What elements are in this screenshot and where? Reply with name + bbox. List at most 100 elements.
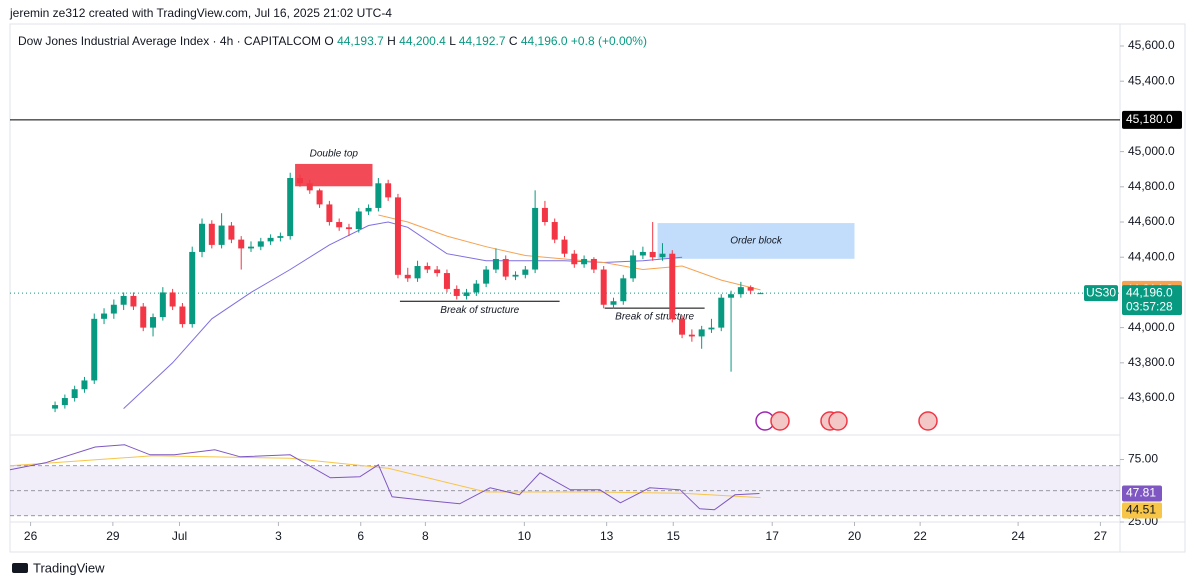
event-icon xyxy=(828,411,848,431)
header: jeremin ze312 created with TradingView.c… xyxy=(9,6,392,20)
candle-body xyxy=(532,207,539,270)
candle-body xyxy=(267,237,274,242)
logo: TradingView xyxy=(12,560,105,575)
zone-label: Order block xyxy=(730,236,783,247)
symbol-bg xyxy=(1084,285,1118,302)
legend-item: L xyxy=(449,34,456,48)
candle-body xyxy=(228,225,235,240)
zone xyxy=(657,223,855,259)
candle-body xyxy=(189,251,196,325)
candle-body xyxy=(365,207,372,212)
x-tick-label: 15 xyxy=(667,529,681,543)
rsi-label-bg xyxy=(1122,485,1162,502)
legend-item: O xyxy=(324,34,333,48)
logo-mark xyxy=(12,563,28,573)
candle-body xyxy=(620,278,627,302)
candle-body xyxy=(483,269,490,284)
candle-body xyxy=(345,227,352,230)
rsi-tick-label: 75.00 xyxy=(1128,452,1158,466)
x-tick-label: 29 xyxy=(106,529,120,543)
rsi-ma-label-bg xyxy=(1122,502,1162,519)
candle-body xyxy=(600,269,607,305)
zone xyxy=(295,163,373,187)
legend: Dow Jones Industrial Average Index · 4h … xyxy=(18,34,647,48)
x-tick-label: 6 xyxy=(357,529,364,543)
candle-body xyxy=(688,334,695,337)
zone-label: Double top xyxy=(310,149,359,160)
candle-body xyxy=(257,241,264,247)
rsi-ma-line xyxy=(9,455,761,499)
candle-body xyxy=(355,211,362,230)
x-tick-label: 10 xyxy=(518,529,532,543)
candle-body xyxy=(150,317,157,328)
candle-body xyxy=(522,269,529,275)
candle-body xyxy=(394,197,401,275)
event-icon xyxy=(770,411,790,431)
rsi-label: 47.81 xyxy=(1126,486,1156,500)
candle-body xyxy=(296,178,303,184)
y-tick-label: 45,600.0 xyxy=(1128,38,1175,52)
footer: TradingView xyxy=(33,560,105,575)
candle-body xyxy=(130,295,137,307)
candle-body xyxy=(101,313,108,319)
candle-body xyxy=(238,239,245,249)
candle-body xyxy=(248,246,255,249)
candle-body xyxy=(571,253,578,265)
x-tick-label: 17 xyxy=(766,529,780,543)
candle-body xyxy=(639,251,646,256)
candle-body xyxy=(679,318,686,335)
candle-body xyxy=(463,292,470,296)
candle-body xyxy=(61,398,68,406)
candle-body xyxy=(404,274,411,279)
y-tick-label: 44,400.0 xyxy=(1128,249,1175,263)
candle-body xyxy=(708,327,715,330)
candle-body xyxy=(110,304,117,314)
y-tick-label: 44,000.0 xyxy=(1128,320,1175,334)
legend-item: +0.8 (+0.00%) xyxy=(571,34,647,48)
candle-body xyxy=(443,273,450,289)
y-tick-label: 43,600.0 xyxy=(1128,390,1175,404)
event-icon xyxy=(918,411,938,431)
symbol-label: US30 xyxy=(1086,285,1116,299)
candle-body xyxy=(414,266,421,279)
y-tick-label: 44,800.0 xyxy=(1128,179,1175,193)
last-price-bg xyxy=(1122,285,1182,316)
structure-label: Break of structure xyxy=(440,305,519,316)
candle-body xyxy=(492,258,499,270)
y-tick-label: 45,000.0 xyxy=(1128,144,1175,158)
candle-body xyxy=(747,287,754,291)
x-tick-label: 20 xyxy=(848,529,862,543)
candle-body xyxy=(698,329,705,337)
x-tick-label: 24 xyxy=(1011,529,1025,543)
legend-item: C xyxy=(509,34,518,48)
candle-body xyxy=(718,297,725,328)
structure-label: Break of structure xyxy=(615,312,694,323)
x-tick-label: 27 xyxy=(1094,529,1108,543)
legend-item: H xyxy=(387,34,396,48)
x-tick-label: 13 xyxy=(600,529,614,543)
x-tick-label: 26 xyxy=(24,529,38,543)
legend-item: 44,192.7 xyxy=(459,34,506,48)
legend-item: Dow Jones Industrial Average Index · 4h … xyxy=(18,34,321,48)
candle-body xyxy=(120,295,127,305)
candle-body xyxy=(199,223,206,252)
y-tick-label: 44,600.0 xyxy=(1128,214,1175,228)
rsi-ma-label: 44.51 xyxy=(1126,503,1156,517)
candle-body xyxy=(140,306,147,328)
x-tick-label: 8 xyxy=(422,529,429,543)
candle-body xyxy=(306,183,313,191)
x-tick-label: 22 xyxy=(913,529,927,543)
last-price-label: 44,196.0 xyxy=(1126,285,1173,299)
candle-body xyxy=(610,301,617,305)
candle-body xyxy=(473,283,480,293)
candle-body xyxy=(336,222,343,228)
candle-body xyxy=(71,389,78,399)
candle-body xyxy=(424,266,431,270)
candle-body xyxy=(52,405,59,409)
candle-body xyxy=(737,287,744,295)
candle-body xyxy=(541,207,548,223)
candle-body xyxy=(502,258,509,277)
candle-body xyxy=(728,294,735,298)
frame xyxy=(9,23,1186,553)
